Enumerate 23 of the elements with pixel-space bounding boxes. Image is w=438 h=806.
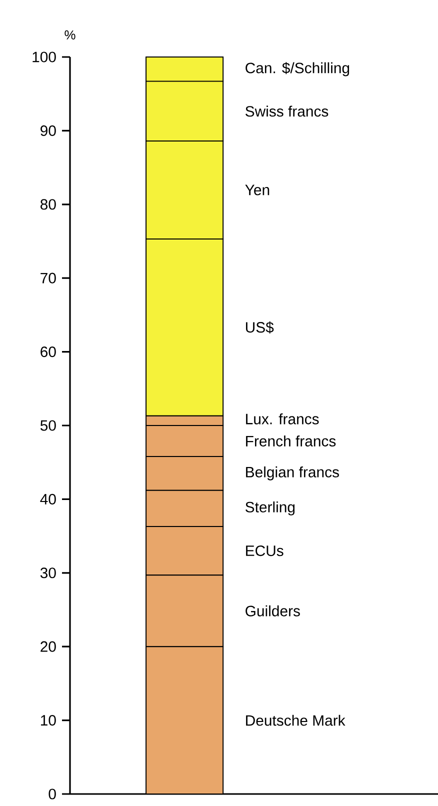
series-label: Yen — [245, 184, 270, 196]
series-label: Lux. francs — [246, 413, 319, 424]
series-label: US$ — [246, 321, 274, 334]
y-axis-title: % — [64, 30, 76, 40]
y-tick-label: 80 — [40, 199, 56, 210]
series-label: Swiss francs — [246, 106, 328, 117]
y-tick-label: 30 — [40, 568, 56, 578]
series-label: Deutsche Mark — [246, 714, 346, 726]
y-tick-label: 10 — [41, 715, 56, 726]
series-label: Belgian francs — [246, 466, 339, 480]
y-tick-label: 50 — [40, 420, 56, 431]
y-tick-label: 90 — [40, 125, 56, 136]
y-tick-label: 0 — [48, 788, 56, 800]
y-tick-label: 70 — [40, 272, 56, 284]
series-label: Can. $/Schilling — [246, 62, 350, 76]
y-tick-label: 40 — [40, 494, 56, 504]
y-tick-label: 100 — [32, 52, 56, 62]
y-tick-label: 20 — [40, 641, 56, 652]
series-label: French francs — [246, 435, 336, 446]
series-label: Sterling — [246, 501, 295, 516]
series-label: ECUs — [246, 545, 284, 556]
y-tick-label: 60 — [40, 346, 56, 358]
series-label: Guilders — [246, 605, 300, 616]
